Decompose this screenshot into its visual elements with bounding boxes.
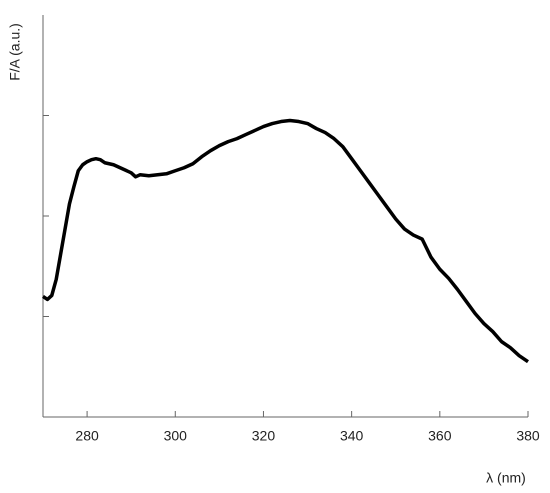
x-axis-label: λ (nm) [486,470,526,486]
x-tick-label: 380 [516,428,540,444]
x-tick-label: 340 [340,428,364,444]
y-axis-label: F/A (a.u.) [7,23,23,81]
data-line [42,118,529,364]
x-tick-label: 360 [428,428,452,444]
x-tick-label: 320 [252,428,276,444]
x-tick-label: 280 [75,428,99,444]
x-tick-label: 300 [164,428,188,444]
